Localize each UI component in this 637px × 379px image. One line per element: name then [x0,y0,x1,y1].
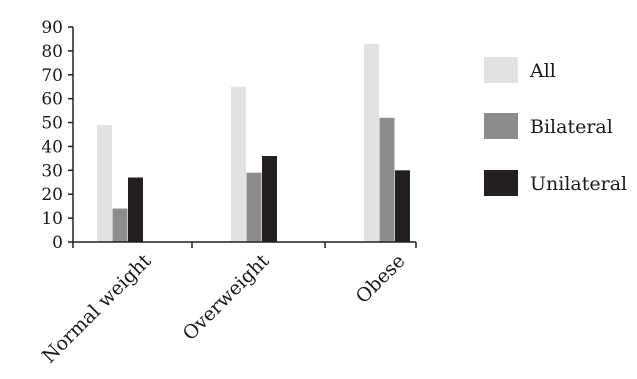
legend-swatch-unilateral [484,170,518,196]
bar-overweight-unilateral [262,156,277,242]
x-tick-label-normal-weight: Normal weight [38,250,156,368]
y-tick-label-0: 0 [52,233,63,253]
legend-swatch-all [484,57,518,83]
axes [72,27,416,243]
y-tick-label-90: 90 [41,18,63,38]
y-tick-label-40: 40 [41,137,63,157]
y-tick-label-30: 30 [41,161,63,181]
y-tick-label-80: 80 [41,42,63,62]
bar-normal-weight-bilateral [112,208,128,242]
bar-normal-weight-all [97,124,112,242]
bar-overweight-bilateral [246,172,262,242]
legend-swatch-bilateral [484,113,518,139]
legend-label-all: All [529,60,556,82]
bar-normal-weight-unilateral [128,177,143,242]
x-ticks: Normal weight Overweight Obese [38,242,417,368]
y-ticks: 0 10 20 30 40 50 60 70 80 90 [41,18,73,253]
x-tick-label-obese: Obese [352,250,410,308]
y-tick-label-50: 50 [41,114,63,134]
y-tick-label-70: 70 [41,66,63,86]
bar-obese-unilateral [395,170,410,242]
legend-label-unilateral: Unilateral [530,173,627,195]
bar-obese-bilateral [379,117,395,242]
x-tick-label-overweight: Overweight [179,250,274,345]
y-tick-label-20: 20 [41,185,63,205]
y-tick-label-10: 10 [41,209,63,229]
bars [97,43,410,242]
bar-overweight-all [231,86,246,242]
legend-label-bilateral: Bilateral [530,116,613,138]
y-tick-label-60: 60 [41,90,63,110]
bar-obese-all [364,43,379,242]
legend: All Bilateral Unilateral [484,57,627,196]
